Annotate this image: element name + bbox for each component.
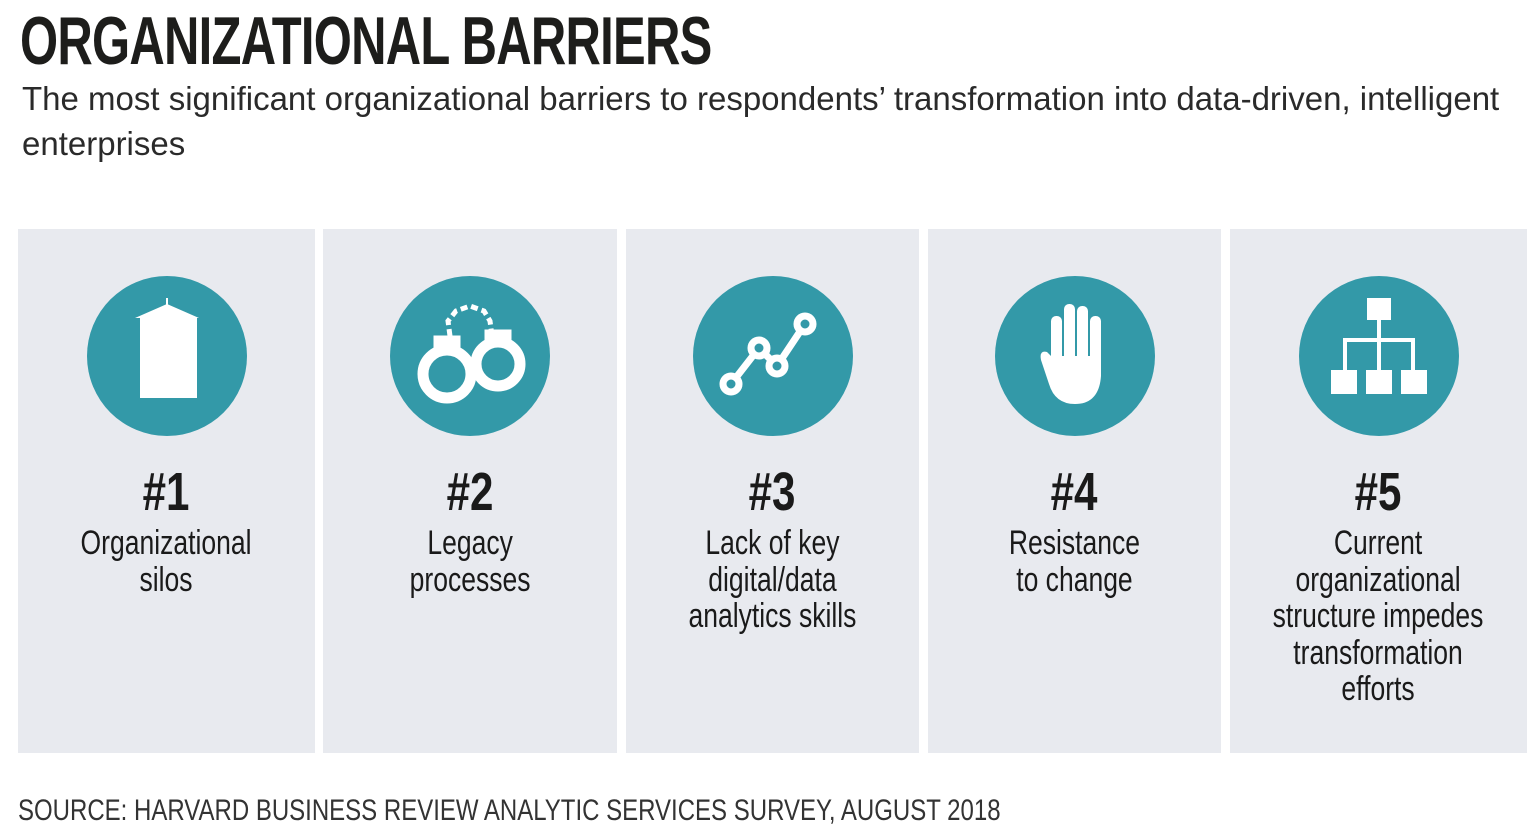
barrier-label: Organizational silos xyxy=(80,524,253,599)
barrier-label: Legacy processes xyxy=(409,524,531,599)
barrier-card-4: #4 Resistance to change xyxy=(928,229,1221,753)
subtitle: The most significant organizational barr… xyxy=(22,80,1500,162)
source-note: SOURCE: HARVARD BUSINESS REVIEW ANALYTIC… xyxy=(18,794,1001,827)
rank: #5 xyxy=(1355,462,1402,522)
page-title: ORGANIZATIONAL BARRIERS xyxy=(20,3,712,79)
silo-icon xyxy=(86,276,247,436)
hand-stop-icon xyxy=(994,276,1155,436)
line-chart-icon xyxy=(692,276,853,436)
barrier-label: Resistance to change xyxy=(1008,524,1141,599)
barrier-card-1: #1 Organizational silos xyxy=(18,229,315,753)
handcuffs-icon xyxy=(390,276,550,436)
barrier-label: Current organizational structure impedes… xyxy=(1273,524,1484,708)
barrier-card-2: #2 Legacy processes xyxy=(323,229,617,753)
rank: #4 xyxy=(1051,462,1098,522)
org-chart-icon xyxy=(1298,276,1459,436)
rank: #2 xyxy=(446,462,494,522)
barrier-label: Lack of key digital/data analytics skill… xyxy=(688,524,857,635)
rank: #1 xyxy=(143,462,190,522)
barrier-card-5: #5 Current organizational structure impe… xyxy=(1230,229,1527,753)
rank: #3 xyxy=(749,462,796,522)
barrier-card-3: #3 Lack of key digital/data analytics sk… xyxy=(626,229,919,753)
